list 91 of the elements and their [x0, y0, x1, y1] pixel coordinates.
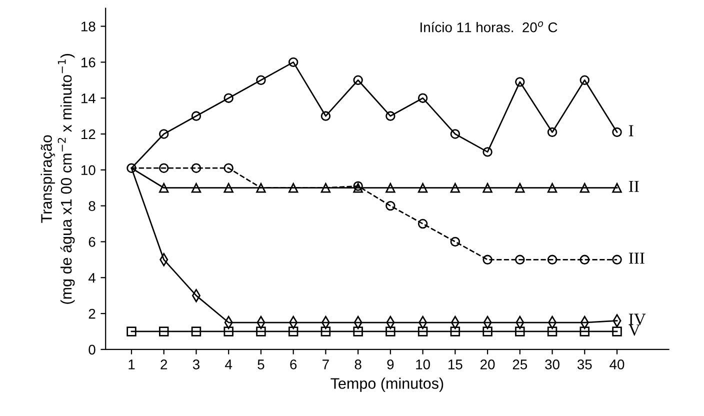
point — [126, 326, 136, 336]
point — [256, 182, 266, 193]
y-tick-label: 4 — [88, 273, 96, 283]
point — [580, 326, 590, 336]
point — [386, 200, 396, 211]
point — [386, 182, 396, 193]
series-label: III — [628, 252, 644, 264]
x-tick-label: 7 — [322, 360, 329, 370]
point — [547, 127, 558, 138]
x-tick-label: 8 — [354, 360, 362, 370]
point — [450, 182, 460, 193]
x-axis-title: Tempo (minutos) — [330, 378, 444, 392]
point — [515, 326, 525, 336]
point — [320, 111, 331, 121]
y-tick-label: 2 — [88, 308, 96, 319]
point — [224, 182, 234, 193]
x-tick-label: 15 — [448, 360, 462, 370]
point — [450, 326, 460, 336]
point — [482, 254, 492, 265]
point — [386, 111, 396, 121]
y-tick-label: 0 — [88, 344, 96, 355]
point — [126, 163, 136, 173]
series-label: IV — [628, 314, 646, 325]
point — [418, 182, 428, 193]
y-axis-title: Transpiração (mg de água x1 00 cm$^{−2}$ x minuto$^{−1}$) — [40, 54, 75, 304]
x-tick-label: 4 — [225, 360, 232, 370]
x-tick-label: 30 — [545, 360, 560, 370]
point — [450, 129, 460, 139]
point — [256, 326, 266, 336]
point — [515, 182, 525, 193]
series-label: II — [628, 180, 639, 192]
point — [224, 93, 234, 103]
point — [191, 163, 202, 173]
y-tick-label: 16 — [81, 58, 96, 68]
point — [159, 129, 169, 139]
point — [191, 111, 202, 121]
x-tick-label: 25 — [512, 360, 528, 370]
point — [288, 182, 298, 193]
y-tick-label: 14 — [81, 94, 96, 104]
point — [547, 254, 558, 265]
y-tick-label: 18 — [81, 22, 96, 32]
point — [159, 163, 169, 173]
x-tick-label: 5 — [258, 360, 264, 370]
point — [256, 75, 266, 85]
x-tick-label: 35 — [577, 360, 592, 370]
point — [288, 57, 298, 68]
y-tick-label: 8 — [88, 201, 96, 211]
point — [191, 326, 202, 336]
y-tick-label: 12 — [81, 129, 96, 140]
point — [580, 75, 590, 85]
point — [482, 326, 492, 336]
x-tick-label: 9 — [387, 360, 394, 370]
point — [612, 182, 622, 193]
point — [580, 254, 590, 265]
x-tick-label: 2 — [160, 360, 168, 370]
x-tick-label: 20 — [480, 360, 495, 370]
y-tick-label: 10 — [81, 165, 96, 176]
point — [418, 326, 428, 336]
point — [580, 182, 590, 193]
point — [612, 254, 622, 265]
x-tick-label: 1 — [128, 360, 135, 370]
annotation: Início 11 horas. 20$^{o}$ C — [420, 21, 558, 32]
x-tick-label: 3 — [192, 360, 200, 370]
y-tick-label: 6 — [88, 237, 96, 247]
point — [159, 182, 169, 193]
point — [320, 182, 331, 193]
point — [450, 236, 460, 247]
x-tick-label: 40 — [610, 360, 624, 370]
point — [482, 182, 492, 193]
point — [418, 93, 428, 103]
point — [159, 326, 169, 336]
point — [482, 147, 492, 157]
point — [224, 163, 234, 173]
point — [612, 127, 622, 138]
point — [547, 182, 558, 193]
x-tick-label: 6 — [290, 360, 297, 370]
point — [515, 77, 525, 87]
point — [353, 326, 363, 336]
point — [386, 326, 396, 336]
point — [288, 326, 298, 336]
x-tick-label: 10 — [416, 360, 430, 370]
point — [418, 218, 428, 229]
point — [320, 326, 331, 336]
point — [191, 182, 202, 193]
point — [353, 75, 363, 85]
point — [547, 326, 558, 336]
point — [612, 326, 622, 336]
point — [515, 254, 525, 265]
point — [224, 326, 234, 336]
series-label: V — [628, 324, 640, 336]
series-label: I — [628, 125, 634, 136]
